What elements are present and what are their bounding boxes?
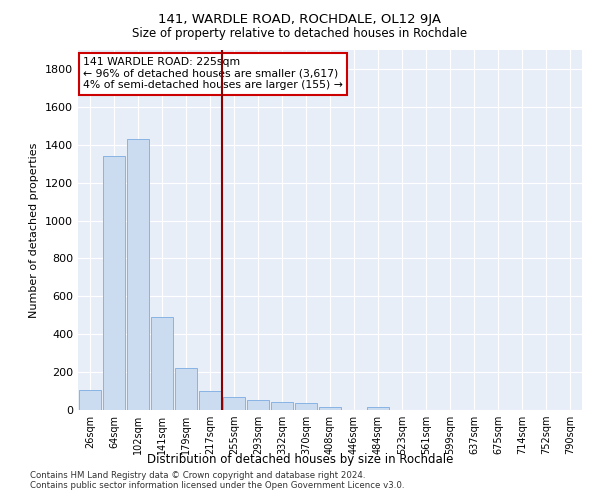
Bar — [199, 391, 221, 410]
Bar — [247, 400, 269, 410]
Text: Contains HM Land Registry data © Crown copyright and database right 2024.
Contai: Contains HM Land Registry data © Crown c… — [30, 470, 404, 490]
Bar — [175, 368, 197, 410]
Bar — [79, 390, 101, 410]
Bar — [127, 139, 149, 410]
Text: 141, WARDLE ROAD, ROCHDALE, OL12 9JA: 141, WARDLE ROAD, ROCHDALE, OL12 9JA — [158, 12, 442, 26]
Bar — [295, 404, 317, 410]
Bar — [271, 402, 293, 410]
Text: Size of property relative to detached houses in Rochdale: Size of property relative to detached ho… — [133, 28, 467, 40]
Bar — [103, 156, 125, 410]
Bar — [319, 406, 341, 410]
Y-axis label: Number of detached properties: Number of detached properties — [29, 142, 40, 318]
Bar — [367, 406, 389, 410]
Bar — [151, 317, 173, 410]
Text: Distribution of detached houses by size in Rochdale: Distribution of detached houses by size … — [147, 452, 453, 466]
Text: 141 WARDLE ROAD: 225sqm
← 96% of detached houses are smaller (3,617)
4% of semi-: 141 WARDLE ROAD: 225sqm ← 96% of detache… — [83, 57, 343, 90]
Bar — [223, 396, 245, 410]
